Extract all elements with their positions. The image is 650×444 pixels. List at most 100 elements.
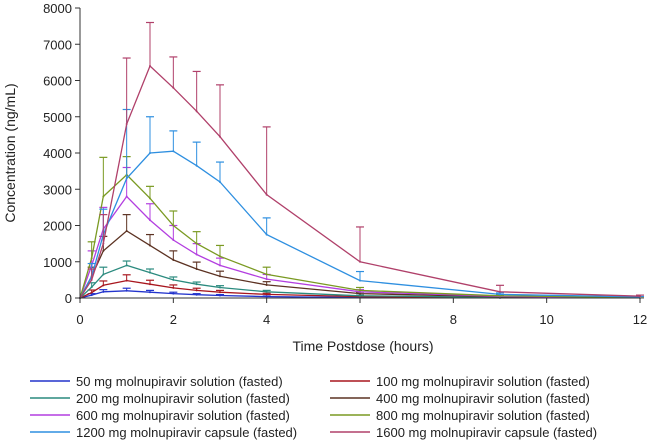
data-point <box>195 110 198 113</box>
legend-label: 50 mg molnupiravir solution (fasted) <box>76 374 283 389</box>
x-tick-label: 0 <box>76 312 83 327</box>
data-point <box>149 219 151 222</box>
data-point <box>102 249 105 252</box>
data-point <box>359 289 361 292</box>
data-point <box>219 294 221 297</box>
legend: 50 mg molnupiravir solution (fasted) 100 … <box>30 374 597 440</box>
y-tick-label: 4000 <box>43 146 72 161</box>
data-point <box>359 279 361 282</box>
data-point <box>125 289 128 292</box>
data-point <box>172 150 175 153</box>
data-point <box>219 291 221 294</box>
y-tick-label: 2000 <box>43 219 72 234</box>
data-point <box>219 255 221 258</box>
series-line <box>79 264 641 299</box>
data-point <box>172 86 175 89</box>
legend-label: 1200 mg molnupiravir capsule (fasted) <box>76 425 297 440</box>
data-point <box>172 224 175 227</box>
legend-label: 200 mg molnupiravir solution (fasted) <box>76 391 290 406</box>
data-point <box>149 244 151 247</box>
series-line <box>79 230 641 299</box>
data-point <box>265 290 268 293</box>
series-8 <box>79 21 644 299</box>
data-point <box>265 278 268 281</box>
y-tick-label: 0 <box>65 291 72 306</box>
data-point <box>195 293 198 296</box>
data-point <box>265 295 268 298</box>
data-point <box>359 260 361 263</box>
x-tick-label: 8 <box>450 312 457 327</box>
axes: 0 2 4 6 8 10 12 0 1000 2000 3000 4000 5000 6000 7000 80… <box>43 1 647 327</box>
data-point <box>265 273 268 276</box>
series-line <box>79 195 641 299</box>
x-tick-label: 12 <box>633 312 647 327</box>
series-7 <box>79 108 644 299</box>
data-point <box>172 278 175 281</box>
series-6 <box>79 156 644 299</box>
data-point <box>90 294 93 297</box>
data-point <box>499 294 501 297</box>
data-point <box>219 286 221 289</box>
plot-area <box>79 21 644 299</box>
data-point <box>359 290 361 293</box>
x-tick-label: 2 <box>170 312 177 327</box>
legend-label: 400 mg molnupiravir solution (fasted) <box>376 391 590 406</box>
data-point <box>125 264 128 267</box>
data-point <box>265 233 268 236</box>
data-point <box>90 278 93 281</box>
data-point <box>149 197 151 200</box>
x-axis-title: Time Postdose (hours) <box>292 338 433 354</box>
data-point <box>90 291 93 294</box>
data-point <box>499 290 501 293</box>
data-point <box>149 65 151 67</box>
data-point <box>499 293 501 296</box>
series-line <box>79 279 641 299</box>
x-tick-label: 4 <box>263 312 270 327</box>
data-point <box>90 286 93 289</box>
x-tick-label: 10 <box>539 312 553 327</box>
data-point <box>125 229 128 232</box>
y-tick-label: 8000 <box>43 1 72 16</box>
data-point <box>172 258 175 261</box>
data-point <box>219 181 221 183</box>
data-point <box>125 177 128 180</box>
data-point <box>172 286 175 289</box>
data-point <box>149 283 151 286</box>
data-point <box>265 283 268 286</box>
data-point <box>265 293 268 296</box>
legend-label: 600 mg molnupiravir solution (fasted) <box>76 408 290 423</box>
series-line <box>79 173 641 299</box>
y-tick-label: 5000 <box>43 110 72 125</box>
data-point <box>219 264 221 267</box>
data-point <box>102 195 105 198</box>
data-point <box>265 193 268 196</box>
data-point <box>195 289 198 292</box>
data-point <box>90 257 93 260</box>
data-point <box>219 135 221 138</box>
data-point <box>149 271 151 274</box>
data-point <box>195 253 198 256</box>
data-point <box>195 283 198 286</box>
legend-label: 1600 mg molnupiravir capsule (fasted) <box>376 425 597 440</box>
data-point <box>102 242 105 245</box>
data-point <box>102 290 105 293</box>
data-point <box>195 268 198 270</box>
series-5 <box>79 166 644 299</box>
data-point <box>125 195 128 198</box>
data-point <box>149 291 151 294</box>
data-point <box>149 152 151 154</box>
data-point <box>359 294 361 297</box>
y-tick-label: 3000 <box>43 182 72 197</box>
data-point <box>172 292 175 295</box>
legend-label: 100 mg molnupiravir solution (fasted) <box>376 374 590 389</box>
data-point <box>172 239 175 241</box>
data-point <box>195 164 198 167</box>
data-point <box>195 242 198 245</box>
data-point <box>125 123 128 125</box>
data-point <box>102 273 105 276</box>
series-line <box>79 150 641 299</box>
data-point <box>219 275 221 278</box>
legend-label: 800 mg molnupiravir solution (fasted) <box>376 408 590 423</box>
y-tick-label: 1000 <box>43 255 72 270</box>
